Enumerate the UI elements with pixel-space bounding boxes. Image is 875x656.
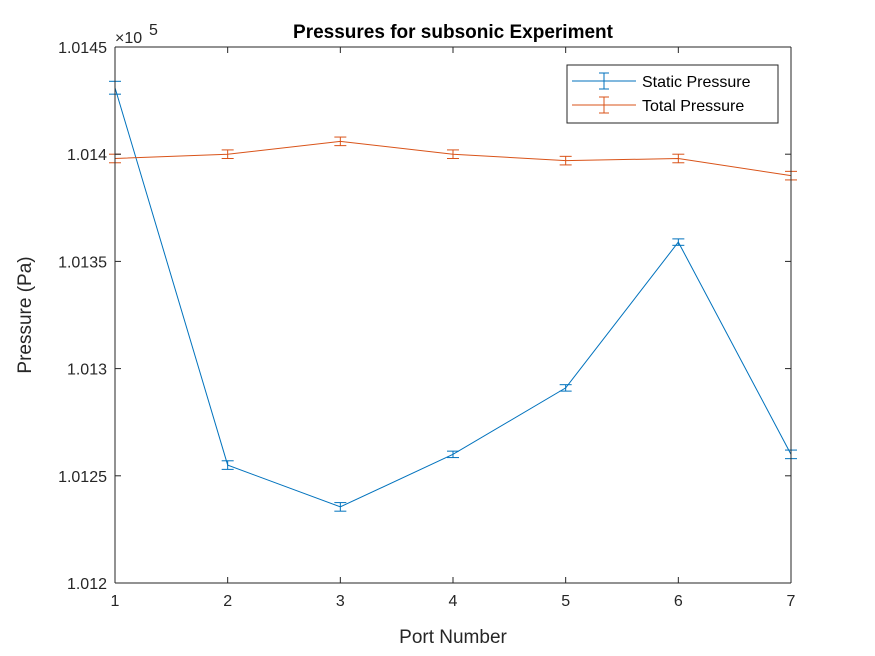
x-tick-label: 2 <box>223 593 232 610</box>
x-tick-label: 7 <box>787 593 796 610</box>
y-tick-label: 1.014 <box>67 147 107 164</box>
exponent-base: ×10 <box>115 30 142 47</box>
y-tick-label: 1.012 <box>67 576 107 593</box>
y-tick-label: 1.0145 <box>58 40 107 57</box>
y-tick-label: 1.0125 <box>58 469 107 486</box>
x-tick-label: 1 <box>111 593 120 610</box>
exponent-power: 5 <box>149 22 158 39</box>
error-bar <box>334 502 347 512</box>
legend-item: Total Pressure <box>572 96 744 115</box>
error-bar <box>221 149 234 159</box>
error-bar <box>221 460 234 470</box>
error-bar <box>672 153 685 164</box>
x-axis-title: Port Number <box>399 627 507 648</box>
error-bar <box>559 155 572 166</box>
x-tick-label: 5 <box>561 593 570 610</box>
error-bar <box>447 450 459 459</box>
y-axis-title: Pressure (Pa) <box>15 256 36 373</box>
ticks-layer: 1 2 3 4 5 6 7 1.012 1.0125 1.013 1.0135 1.014 1.0145 <box>58 40 795 610</box>
y-tick-label: 1.0135 <box>58 254 107 271</box>
y-exponent-label: ×10 5 <box>115 22 158 47</box>
plot-area <box>115 47 791 583</box>
legend-item: Static Pressure <box>572 72 751 91</box>
x-tick-label: 4 <box>449 593 458 610</box>
error-bar <box>447 149 459 159</box>
error-bar <box>559 384 572 392</box>
chart-title: Pressures for subsonic Experiment <box>293 22 614 43</box>
error-bar <box>334 136 347 147</box>
legend: Static Pressure Total Pressure <box>566 64 779 124</box>
series-1 <box>109 80 797 512</box>
error-bar <box>672 238 685 246</box>
x-tick-label: 6 <box>674 593 683 610</box>
legend-label: Total Pressure <box>642 98 744 115</box>
x-tick-label: 3 <box>336 593 345 610</box>
series-layer <box>109 80 797 512</box>
y-tick-label: 1.013 <box>67 362 107 379</box>
legend-items: Static Pressure Total Pressure <box>572 72 751 115</box>
legend-label: Static Pressure <box>642 74 751 91</box>
